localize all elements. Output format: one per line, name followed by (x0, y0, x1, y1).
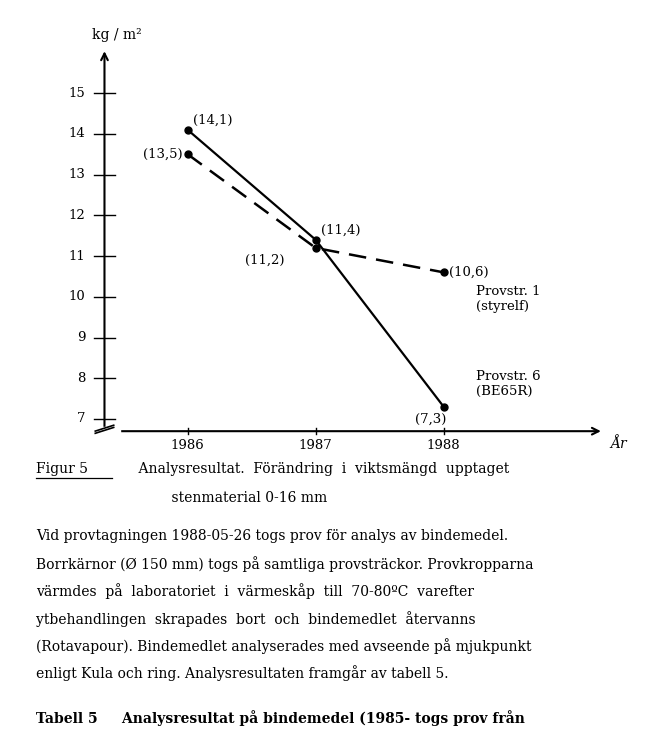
Text: Tabell 5     Analysresultat på bindemedel (1985- togs prov från: Tabell 5 Analysresultat på bindemedel (1… (36, 710, 525, 726)
Text: stenmaterial 0-16 mm: stenmaterial 0-16 mm (154, 491, 327, 505)
Text: enligt Kula och ring. Analysresultaten framgår av tabell 5.: enligt Kula och ring. Analysresultaten f… (36, 666, 449, 681)
Text: 9: 9 (77, 331, 85, 344)
Bar (89, 426, 120, 434)
Text: 13: 13 (68, 168, 85, 181)
Text: (11,4): (11,4) (321, 223, 360, 236)
Text: (7,3): (7,3) (415, 413, 447, 426)
Text: Provstr. 6
(BE65R): Provstr. 6 (BE65R) (476, 370, 541, 398)
Text: 1986: 1986 (171, 439, 205, 452)
Text: År: År (610, 437, 626, 452)
Text: 7: 7 (77, 412, 85, 426)
Text: (14,1): (14,1) (193, 114, 232, 126)
Text: (10,6): (10,6) (449, 266, 489, 279)
Text: (Rotavapour). Bindemedlet analyserades med avseende på mjukpunkt: (Rotavapour). Bindemedlet analyserades m… (36, 638, 531, 654)
Text: Borrkärnor (Ø 150 mm) togs på samtliga provsträckor. Provkropparna: Borrkärnor (Ø 150 mm) togs på samtliga p… (36, 556, 533, 572)
Text: Vid provtagningen 1988-05-26 togs prov för analys av bindemedel.: Vid provtagningen 1988-05-26 togs prov f… (36, 528, 508, 542)
Text: 12: 12 (68, 209, 85, 222)
Text: ytbehandlingen  skrapades  bort  och  bindemedlet  återvanns: ytbehandlingen skrapades bort och bindem… (36, 610, 476, 627)
Text: 1987: 1987 (298, 439, 333, 452)
Text: (11,2): (11,2) (245, 254, 285, 267)
Text: 8: 8 (77, 372, 85, 385)
Text: Figur 5: Figur 5 (36, 463, 88, 477)
Text: 11: 11 (68, 250, 85, 262)
Text: 14: 14 (68, 127, 85, 140)
Text: Provstr. 1
(styrelf): Provstr. 1 (styrelf) (476, 285, 540, 313)
Text: (13,5): (13,5) (143, 148, 182, 161)
Text: Analysresultat.  Förändring  i  viktsmängd  upptaget: Analysresultat. Förändring i viktsmängd … (121, 463, 510, 477)
Text: 10: 10 (68, 290, 85, 303)
Text: 15: 15 (68, 86, 85, 100)
Text: värmdes  på  laboratoriet  i  värmeskåp  till  70-80ºC  varefter: värmdes på laboratoriet i värmeskåp till… (36, 583, 474, 599)
Text: 1988: 1988 (427, 439, 461, 452)
Text: kg / m²: kg / m² (92, 28, 142, 42)
